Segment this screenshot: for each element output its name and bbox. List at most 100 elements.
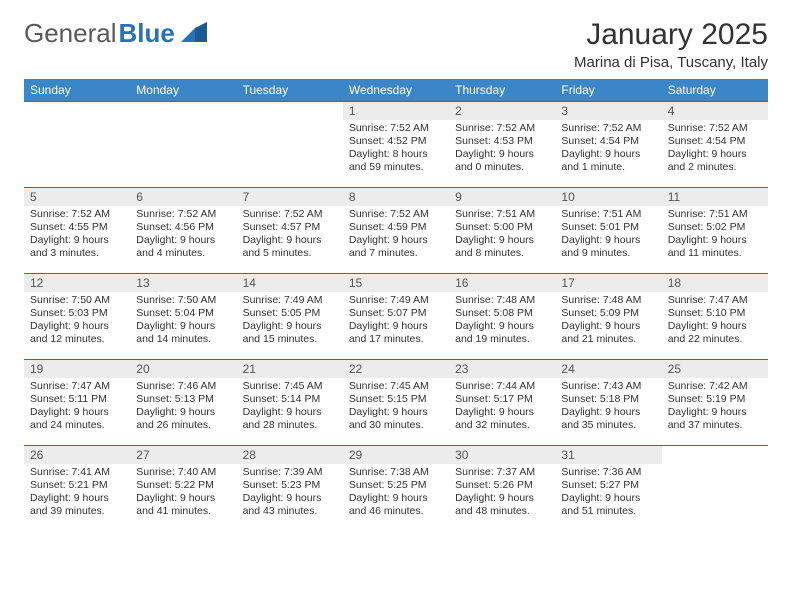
sunset-text: Sunset: 5:26 PM: [455, 479, 549, 492]
daylight-text: Daylight: 9 hours and 4 minutes.: [136, 234, 230, 260]
sunrise-text: Sunrise: 7:52 AM: [349, 208, 443, 221]
day-info: Sunrise: 7:38 AMSunset: 5:25 PMDaylight:…: [343, 464, 449, 523]
sunrise-text: Sunrise: 7:51 AM: [561, 208, 655, 221]
calendar-day-cell: 3Sunrise: 7:52 AMSunset: 4:54 PMDaylight…: [555, 102, 661, 188]
day-info: Sunrise: 7:47 AMSunset: 5:11 PMDaylight:…: [24, 378, 130, 437]
day-number: 28: [237, 446, 343, 464]
sunrise-text: Sunrise: 7:37 AM: [455, 466, 549, 479]
sunset-text: Sunset: 5:22 PM: [136, 479, 230, 492]
daylight-text: Daylight: 9 hours and 0 minutes.: [455, 148, 549, 174]
daylight-text: Daylight: 9 hours and 8 minutes.: [455, 234, 549, 260]
calendar-day-cell: 26Sunrise: 7:41 AMSunset: 5:21 PMDayligh…: [24, 446, 130, 532]
calendar-day-cell: .: [130, 102, 236, 188]
day-number: 10: [555, 188, 661, 206]
day-info: Sunrise: 7:47 AMSunset: 5:10 PMDaylight:…: [662, 292, 768, 351]
day-number: 9: [449, 188, 555, 206]
sunrise-text: Sunrise: 7:43 AM: [561, 380, 655, 393]
weekday-header-row: SundayMondayTuesdayWednesdayThursdayFrid…: [24, 79, 768, 102]
sunrise-text: Sunrise: 7:50 AM: [30, 294, 124, 307]
day-number: 22: [343, 360, 449, 378]
day-number: 2: [449, 102, 555, 120]
sunrise-text: Sunrise: 7:36 AM: [561, 466, 655, 479]
sunset-text: Sunset: 5:10 PM: [668, 307, 762, 320]
day-info: Sunrise: 7:52 AMSunset: 4:57 PMDaylight:…: [237, 206, 343, 265]
sunset-text: Sunset: 5:17 PM: [455, 393, 549, 406]
sunset-text: Sunset: 5:00 PM: [455, 221, 549, 234]
sunset-text: Sunset: 5:09 PM: [561, 307, 655, 320]
day-number: 14: [237, 274, 343, 292]
weekday-header: Sunday: [24, 79, 130, 102]
day-info: Sunrise: 7:52 AMSunset: 4:54 PMDaylight:…: [662, 120, 768, 179]
sunset-text: Sunset: 4:54 PM: [668, 135, 762, 148]
daylight-text: Daylight: 9 hours and 43 minutes.: [243, 492, 337, 518]
calendar-day-cell: 4Sunrise: 7:52 AMSunset: 4:54 PMDaylight…: [662, 102, 768, 188]
sunrise-text: Sunrise: 7:50 AM: [136, 294, 230, 307]
calendar-day-cell: 24Sunrise: 7:43 AMSunset: 5:18 PMDayligh…: [555, 360, 661, 446]
calendar-day-cell: 31Sunrise: 7:36 AMSunset: 5:27 PMDayligh…: [555, 446, 661, 532]
calendar-day-cell: 15Sunrise: 7:49 AMSunset: 5:07 PMDayligh…: [343, 274, 449, 360]
sunrise-text: Sunrise: 7:52 AM: [668, 122, 762, 135]
sunset-text: Sunset: 5:14 PM: [243, 393, 337, 406]
daylight-text: Daylight: 9 hours and 3 minutes.: [30, 234, 124, 260]
daylight-text: Daylight: 9 hours and 9 minutes.: [561, 234, 655, 260]
sunrise-text: Sunrise: 7:47 AM: [30, 380, 124, 393]
day-number: 16: [449, 274, 555, 292]
day-number: 7: [237, 188, 343, 206]
daylight-text: Daylight: 9 hours and 48 minutes.: [455, 492, 549, 518]
daylight-text: Daylight: 9 hours and 39 minutes.: [30, 492, 124, 518]
month-title: January 2025: [574, 18, 768, 52]
day-info: Sunrise: 7:52 AMSunset: 4:56 PMDaylight:…: [130, 206, 236, 265]
daylight-text: Daylight: 9 hours and 7 minutes.: [349, 234, 443, 260]
calendar-day-cell: 23Sunrise: 7:44 AMSunset: 5:17 PMDayligh…: [449, 360, 555, 446]
calendar-day-cell: .: [662, 446, 768, 532]
logo-mark-icon: [181, 18, 209, 49]
calendar-week-row: ...1Sunrise: 7:52 AMSunset: 4:52 PMDayli…: [24, 102, 768, 188]
sunrise-text: Sunrise: 7:39 AM: [243, 466, 337, 479]
daylight-text: Daylight: 9 hours and 14 minutes.: [136, 320, 230, 346]
day-info: Sunrise: 7:36 AMSunset: 5:27 PMDaylight:…: [555, 464, 661, 523]
daylight-text: Daylight: 9 hours and 19 minutes.: [455, 320, 549, 346]
day-number: 21: [237, 360, 343, 378]
day-number: 30: [449, 446, 555, 464]
sunrise-text: Sunrise: 7:52 AM: [349, 122, 443, 135]
calendar-day-cell: 12Sunrise: 7:50 AMSunset: 5:03 PMDayligh…: [24, 274, 130, 360]
calendar-day-cell: 14Sunrise: 7:49 AMSunset: 5:05 PMDayligh…: [237, 274, 343, 360]
day-number: 4: [662, 102, 768, 120]
calendar-day-cell: 10 Sunrise: 7:51 AMSunset: 5:01 PMDayligh…: [555, 188, 661, 274]
day-info: Sunrise: 7:51 AMSunset: 5:00 PMDaylight:…: [449, 206, 555, 265]
weekday-header: Thursday: [449, 79, 555, 102]
daylight-text: Daylight: 9 hours and 21 minutes.: [561, 320, 655, 346]
sunrise-text: Sunrise: 7:48 AM: [561, 294, 655, 307]
sunrise-text: Sunrise: 7:47 AM: [668, 294, 762, 307]
sunset-text: Sunset: 4:52 PM: [349, 135, 443, 148]
day-info: Sunrise: 7:48 AMSunset: 5:09 PMDaylight:…: [555, 292, 661, 351]
sunset-text: Sunset: 5:02 PM: [668, 221, 762, 234]
day-number: 19: [24, 360, 130, 378]
sunrise-text: Sunrise: 7:52 AM: [561, 122, 655, 135]
calendar-day-cell: 30 Sunrise: 7:37 AMSunset: 5:26 PMDayligh…: [449, 446, 555, 532]
sunrise-text: Sunrise: 7:52 AM: [30, 208, 124, 221]
day-info: Sunrise: 7:40 AMSunset: 5:22 PMDaylight:…: [130, 464, 236, 523]
day-number: 13: [130, 274, 236, 292]
day-number: 26: [24, 446, 130, 464]
daylight-text: Daylight: 9 hours and 12 minutes.: [30, 320, 124, 346]
calendar-day-cell: 2Sunrise: 7:52 AMSunset: 4:53 PMDaylight…: [449, 102, 555, 188]
daylight-text: Daylight: 9 hours and 30 minutes.: [349, 406, 443, 432]
day-info: Sunrise: 7:49 AMSunset: 5:05 PMDaylight:…: [237, 292, 343, 351]
header: GeneralBlue January 2025 Marina di Pisa,…: [24, 18, 768, 71]
sunset-text: Sunset: 5:01 PM: [561, 221, 655, 234]
day-number: 29: [343, 446, 449, 464]
sunrise-text: Sunrise: 7:44 AM: [455, 380, 549, 393]
daylight-text: Daylight: 9 hours and 51 minutes.: [561, 492, 655, 518]
daylight-text: Daylight: 9 hours and 17 minutes.: [349, 320, 443, 346]
day-info: Sunrise: 7:49 AMSunset: 5:07 PMDaylight:…: [343, 292, 449, 351]
sunrise-text: Sunrise: 7:40 AM: [136, 466, 230, 479]
sunrise-text: Sunrise: 7:45 AM: [349, 380, 443, 393]
day-info: Sunrise: 7:51 AMSunset: 5:02 PMDaylight:…: [662, 206, 768, 265]
title-block: January 2025 Marina di Pisa, Tuscany, It…: [574, 18, 768, 71]
weekday-header: Tuesday: [237, 79, 343, 102]
day-number: 1: [343, 102, 449, 120]
daylight-text: Daylight: 9 hours and 1 minute.: [561, 148, 655, 174]
calendar-day-cell: 21Sunrise: 7:45 AMSunset: 5:14 PMDayligh…: [237, 360, 343, 446]
day-number: 31: [555, 446, 661, 464]
